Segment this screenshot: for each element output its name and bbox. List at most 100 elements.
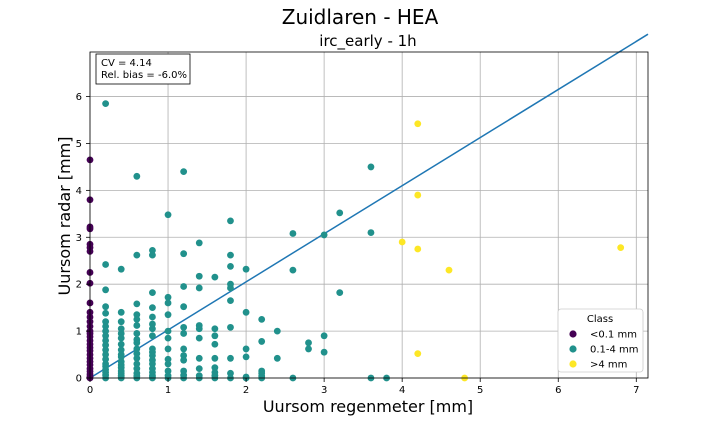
data-point [164,299,172,307]
data-point [211,332,219,340]
data-point [164,355,172,363]
x-tick-label: 1 [165,385,171,396]
data-point [149,304,156,312]
data-point [227,284,234,292]
data-point [164,327,172,335]
data-point [133,251,141,259]
data-point [164,345,172,353]
data-point [195,325,203,333]
x-tick-label: 4 [399,385,405,396]
data-point [195,272,203,280]
data-point [242,353,250,361]
y-tick-label: 1 [76,327,82,338]
data-point [164,367,172,375]
data-point [149,320,156,328]
x-tick-label: 0 [87,385,93,396]
y-tick-label: 4 [76,186,82,197]
data-point [102,337,110,344]
data-point [211,325,219,333]
data-points [86,100,625,382]
data-point [289,230,297,237]
plot-frame [89,51,649,379]
data-point [305,345,312,353]
data-point [133,172,141,180]
data-point [242,265,250,273]
data-point [336,209,344,217]
data-point [117,308,125,316]
data-point [258,338,266,345]
data-point [102,286,110,294]
data-point [164,293,172,301]
data-point [102,309,110,317]
data-point [195,354,203,362]
data-point [227,262,234,270]
data-point [149,360,156,368]
data-point [227,369,234,377]
x-tick-label: 3 [321,385,327,396]
data-point [320,231,328,239]
data-point [211,273,219,281]
chart-title: irc_early - 1h [319,32,416,51]
legend-marker [569,360,577,368]
data-point [102,351,110,358]
data-point [195,334,203,342]
data-point [164,334,172,342]
series-1 [102,100,390,382]
y-tick-label: 5 [76,139,82,150]
data-point [117,346,125,354]
data-point [149,247,156,254]
data-point [149,251,156,259]
data-point [320,332,328,340]
data-point [227,251,234,259]
chart-suptitle: Zuidlaren - HEA [282,5,439,29]
x-tick-label: 6 [555,385,561,396]
data-point [320,348,328,356]
x-tick-label: 5 [477,385,483,396]
data-point [367,229,375,236]
legend-marker [569,330,577,338]
x-tick-label: 2 [243,385,249,396]
data-point [617,244,625,252]
data-point [117,330,125,337]
data-point [414,350,422,358]
data-point [227,323,234,331]
data-point [102,303,110,311]
data-point [180,250,188,258]
data-point [289,266,297,274]
data-point [133,354,141,362]
stats-bias: Rel. bias = -6.0% [101,70,187,81]
data-point [102,261,110,268]
legend-title: Class [587,314,613,325]
data-point [180,168,188,176]
data-point [117,265,125,273]
data-point [133,345,141,353]
data-point [149,352,156,359]
data-point [117,334,125,342]
x-ticks: 0 1 2 3 4 5 6 7 [87,378,639,396]
data-point [149,289,156,297]
data-point [149,332,156,340]
data-point [117,353,125,361]
stats-cv: CV = 4.14 [101,58,152,69]
regression-line [89,33,649,379]
y-tick-label: 0 [76,374,82,385]
series-2 [398,120,625,382]
data-point [211,364,219,372]
data-point [102,100,110,107]
data-point [164,211,172,219]
data-point [133,300,141,308]
data-point [180,303,188,311]
data-point [273,327,281,335]
y-tick-label: 6 [76,92,82,103]
data-point [305,339,312,347]
data-point [227,217,234,225]
data-point [242,345,250,353]
data-point [398,238,406,246]
data-point [133,372,141,380]
data-point [102,341,110,349]
data-point [242,308,250,316]
data-point [414,120,422,128]
data-point [195,239,203,247]
